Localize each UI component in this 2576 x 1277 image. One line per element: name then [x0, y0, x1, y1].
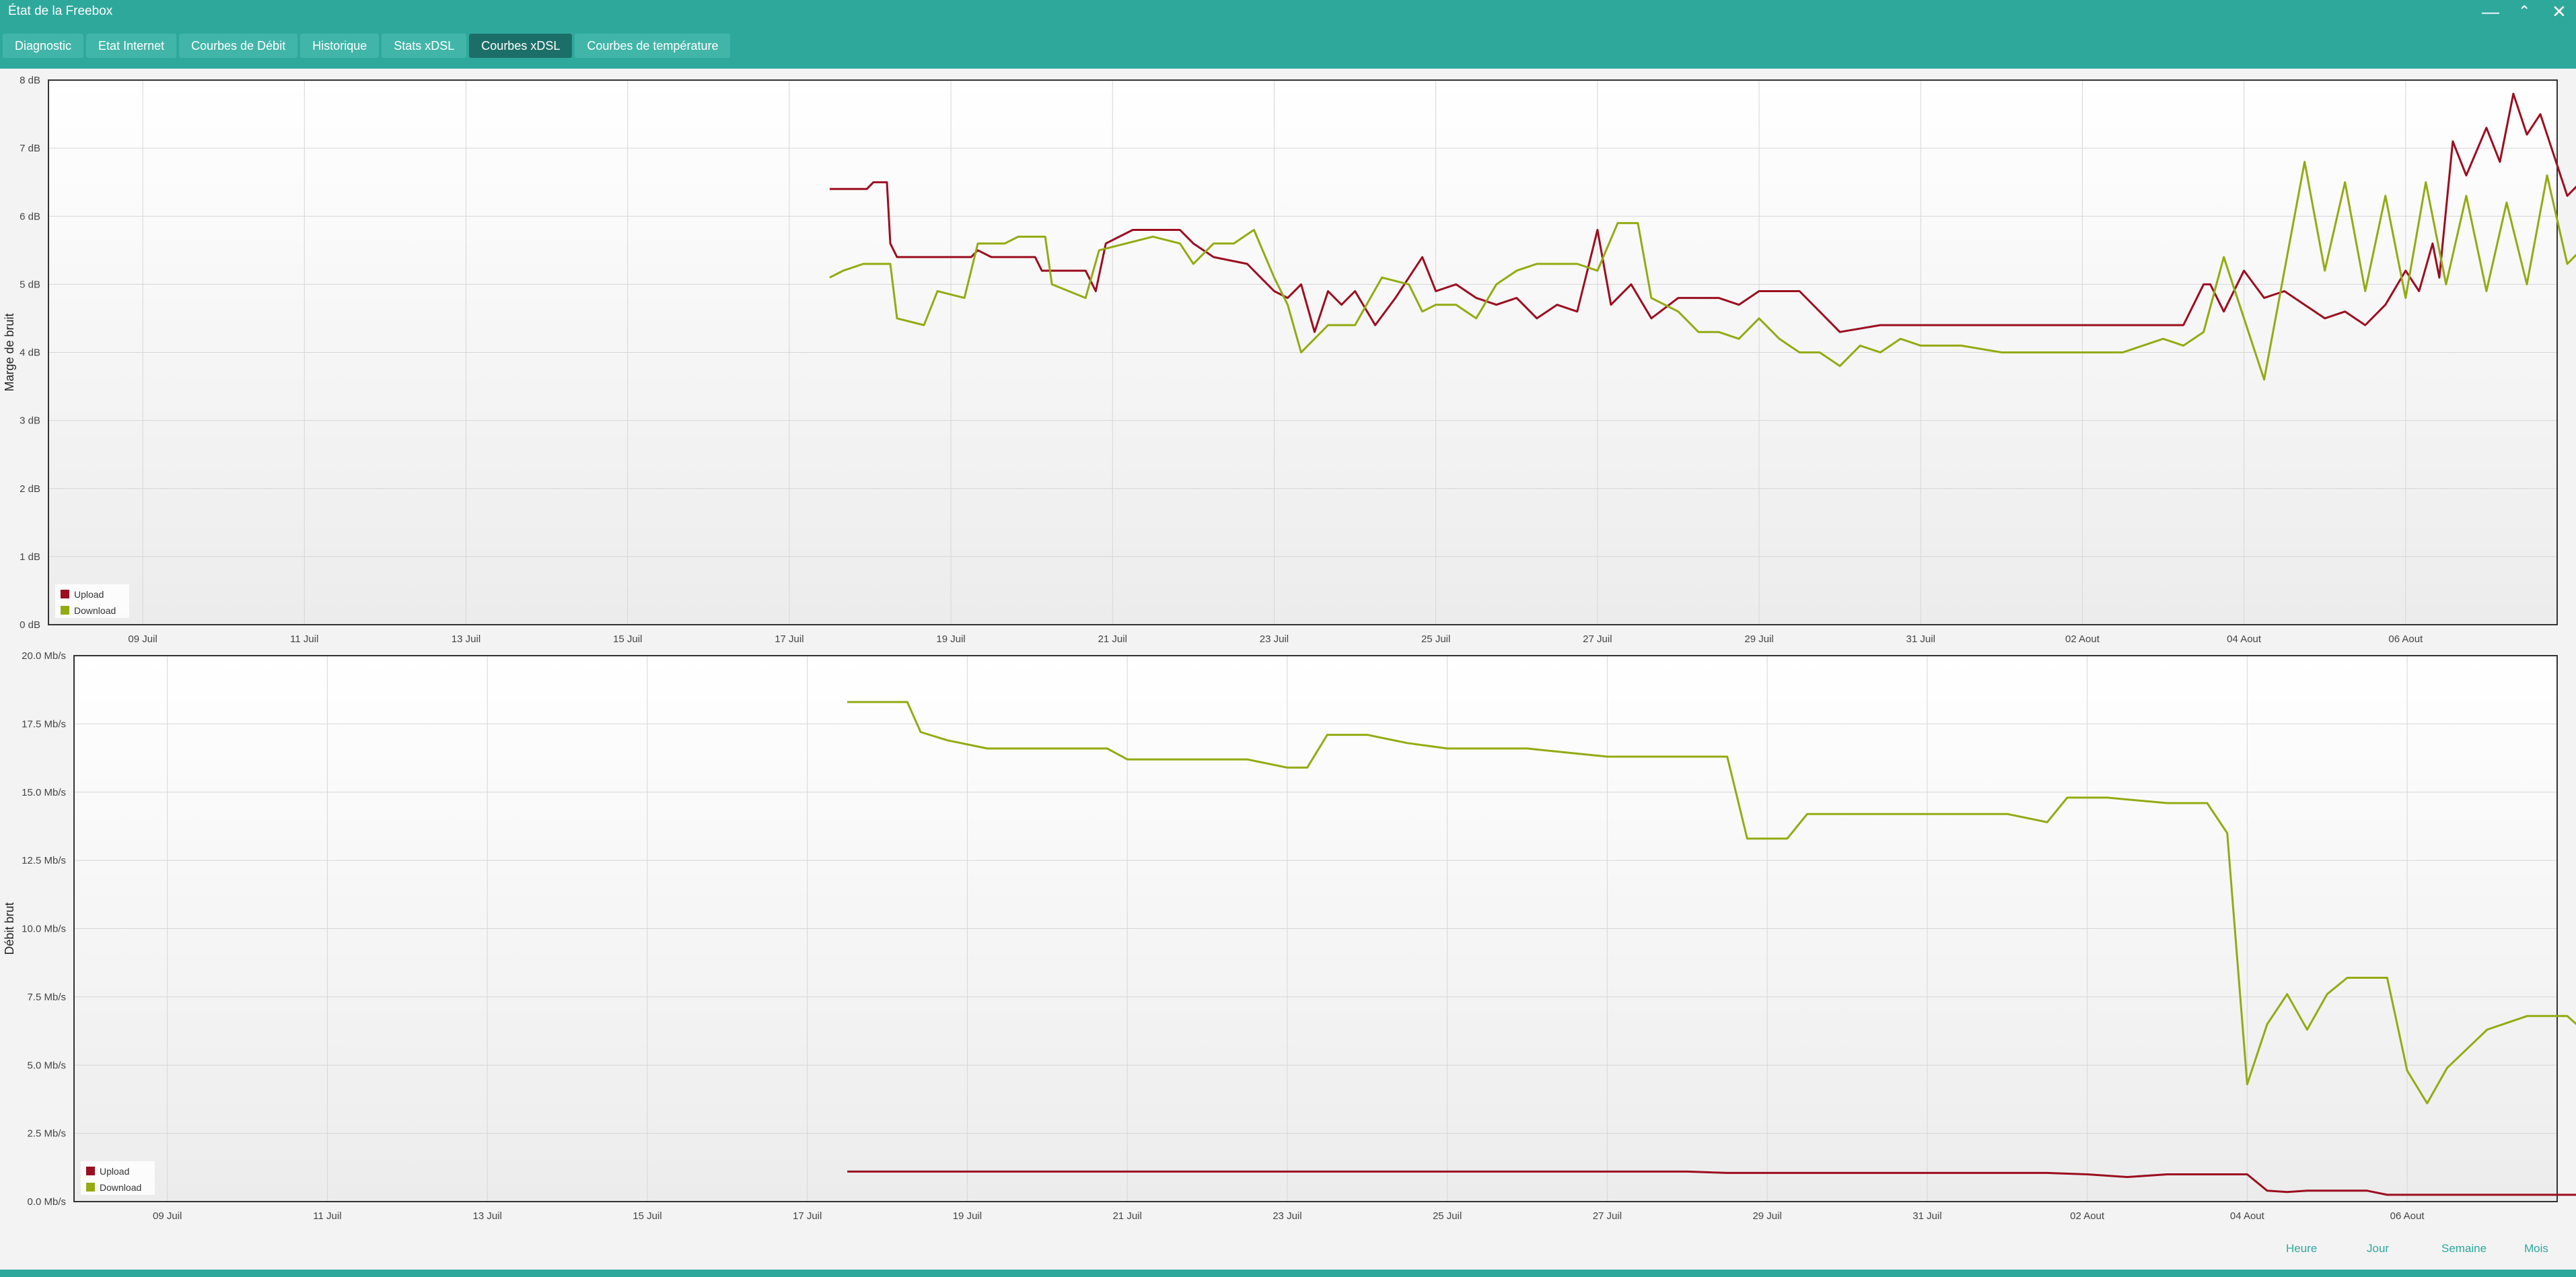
y-tick-label: 0 dB	[20, 619, 40, 631]
y-tick-label: 15.0 Mb/s	[22, 787, 66, 798]
legend-label: Download	[74, 605, 116, 616]
x-tick-label: 15 Juil	[613, 633, 642, 645]
y-tick-label: 10.0 Mb/s	[22, 924, 66, 935]
legend-label: Upload	[100, 1166, 129, 1177]
tab-stats-xdsl[interactable]: Stats xDSL	[382, 34, 467, 58]
x-tick-label: 04 Aout	[2230, 1210, 2265, 1222]
tab-courbes-debit[interactable]: Courbes de Débit	[179, 34, 298, 58]
series-line-upload	[847, 1170, 2576, 1196]
period-day[interactable]: Jour	[2367, 1242, 2390, 1255]
series-line-upload	[829, 92, 2576, 333]
plot-border	[48, 79, 2558, 625]
y-tick-label: 7.5 Mb/s	[27, 992, 66, 1003]
close-icon[interactable]: ✕	[2552, 1, 2567, 22]
period-hour[interactable]: Heure	[2286, 1242, 2318, 1255]
noise-margin-chart: 0 dB 1 dB 2 dB 3 dB 4 dB 5 dB 6 dB 7 dB 8 dB 09 J…	[0, 69, 2576, 646]
x-tick-label: 06 Aout	[2388, 633, 2423, 645]
y-tick-label: 6 dB	[20, 211, 40, 222]
y-tick-label: 3 dB	[20, 415, 40, 427]
x-tick-label: 25 Juil	[1421, 633, 1450, 645]
y-tick-label: 7 dB	[20, 143, 40, 154]
x-tick-label: 31 Juil	[1912, 1210, 1941, 1222]
noise-margin-chart-svg: 0 dB 1 dB 2 dB 3 dB 4 dB 5 dB 6 dB 7 dB 8 dB 09 J…	[3, 75, 2576, 645]
minimize-icon[interactable]: —	[2482, 1, 2499, 22]
x-tick-label: 17 Juil	[775, 633, 803, 645]
x-tick-label: 21 Juil	[1112, 1210, 1141, 1222]
tab-courbes-xdsl[interactable]: Courbes xDSL	[469, 34, 573, 58]
y-tick-label: 17.5 Mb/s	[22, 718, 66, 730]
x-tick-label: 23 Juil	[1273, 1210, 1301, 1222]
y-tick-label: 5 dB	[20, 279, 40, 290]
legend-swatch	[86, 1183, 95, 1192]
series-line-download	[829, 160, 2576, 381]
x-tick-label: 09 Juil	[128, 633, 157, 645]
x-tick-label: 29 Juil	[1744, 633, 1773, 645]
x-tick-label: 31 Juil	[1906, 633, 1935, 645]
x-tick-label: 29 Juil	[1752, 1210, 1781, 1222]
tab-historique[interactable]: Historique	[300, 34, 380, 58]
y-tick-label: 4 dB	[20, 347, 40, 359]
y-axis-title: Marge de bruit	[3, 313, 16, 391]
x-tick-label: 27 Juil	[1583, 633, 1612, 645]
period-month[interactable]: Mois	[2524, 1242, 2548, 1255]
legend-swatch	[61, 606, 69, 615]
y-tick-label: 0.0 Mb/s	[27, 1196, 66, 1208]
y-axis-title: Débit brut	[3, 902, 16, 955]
tab-courbes-temperature[interactable]: Courbes de température	[575, 34, 731, 58]
x-tick-label: 25 Juil	[1433, 1210, 1462, 1222]
legend-swatch	[86, 1167, 95, 1175]
y-tick-label: 20.0 Mb/s	[22, 650, 66, 662]
x-tick-label: 13 Juil	[452, 633, 480, 645]
footer-bar	[0, 1270, 2576, 1277]
legend-label: Upload	[74, 589, 104, 600]
period-week[interactable]: Semaine	[2441, 1242, 2487, 1255]
y-tick-label: 2 dB	[20, 483, 40, 495]
x-tick-label: 19 Juil	[953, 1210, 982, 1222]
y-tick-label: 12.5 Mb/s	[22, 855, 66, 866]
x-tick-label: 11 Juil	[313, 1210, 341, 1222]
bitrate-chart: 0.0 Mb/s 2.5 Mb/s 5.0 Mb/s 7.5 Mb/s 10.0 Mb/…	[0, 646, 2576, 1225]
tab-diagnostic[interactable]: Diagnostic	[3, 34, 84, 58]
legend-label: Download	[100, 1182, 141, 1193]
x-tick-label: 02 Aout	[2065, 633, 2100, 645]
bitrate-chart-svg: 0.0 Mb/s 2.5 Mb/s 5.0 Mb/s 7.5 Mb/s 10.0 Mb/…	[3, 650, 2576, 1222]
x-tick-label: 13 Juil	[472, 1210, 501, 1222]
x-tick-label: 09 Juil	[153, 1210, 182, 1222]
y-tick-label: 1 dB	[20, 551, 40, 563]
x-tick-label: 19 Juil	[936, 633, 965, 645]
x-tick-label: 02 Aout	[2070, 1210, 2105, 1222]
x-tick-label: 06 Aout	[2390, 1210, 2425, 1222]
tab-etat-internet[interactable]: Etat Internet	[86, 34, 177, 58]
x-tick-label: 27 Juil	[1593, 1210, 1622, 1222]
y-tick-label: 2.5 Mb/s	[27, 1128, 66, 1140]
window-title: État de la Freebox	[8, 4, 113, 18]
x-tick-label: 04 Aout	[2227, 633, 2262, 645]
y-tick-label: 5.0 Mb/s	[27, 1060, 66, 1071]
x-tick-label: 21 Juil	[1098, 633, 1127, 645]
window-header: État de la Freebox — ⌃ ✕ Diagnostic Etat…	[0, 0, 2576, 69]
series-line-download	[847, 701, 2576, 1105]
plot-border	[73, 655, 2558, 1202]
x-tick-label: 11 Juil	[290, 633, 318, 645]
x-tick-label: 23 Juil	[1260, 633, 1289, 645]
x-tick-label: 15 Juil	[633, 1210, 661, 1222]
legend-swatch	[61, 590, 69, 598]
x-tick-label: 17 Juil	[793, 1210, 822, 1222]
y-tick-label: 8 dB	[20, 75, 40, 86]
tab-bar: Diagnostic Etat Internet Courbes de Débi…	[0, 34, 731, 58]
maximize-icon[interactable]: ⌃	[2518, 3, 2531, 20]
